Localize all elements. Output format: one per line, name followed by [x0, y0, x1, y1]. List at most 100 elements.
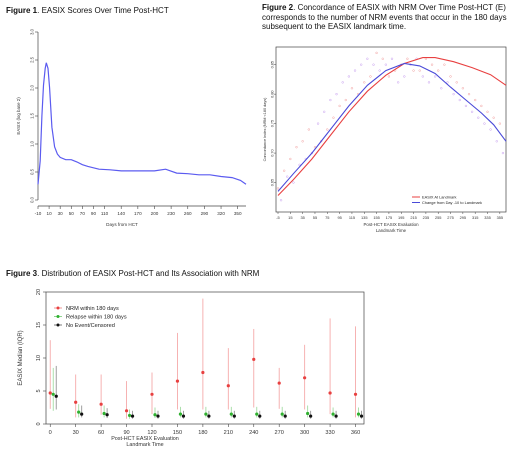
fig2-x-tick-label: 355	[497, 215, 504, 220]
fig3-x-tick-label: 210	[224, 430, 233, 436]
fig3-legend-label: Relapse within 180 days	[66, 315, 127, 321]
fig2-x-tick-label: 55	[313, 215, 317, 220]
fig2-scatter-point	[350, 87, 354, 90]
fig2-scatter-point	[332, 116, 335, 119]
fig2-x-axis-label2: Landmark Time	[376, 228, 407, 233]
fig2-scatter-point	[384, 63, 387, 66]
fig1-y-tick-label: 1.0	[30, 140, 35, 146]
fig1-x-tick-label: 110	[101, 211, 109, 216]
figure3-caption-label: Figure 3	[6, 269, 38, 278]
fig3-y-tick-label: 15	[36, 322, 42, 328]
figure3-caption-text: . Distribution of EASIX Post-HCT and Its…	[37, 269, 260, 278]
fig2-scatter-point	[489, 128, 492, 131]
fig2-x-tick-label: 275	[447, 215, 454, 220]
fig2-x-tick-label: 15	[288, 215, 292, 220]
fig2-scatter-point	[498, 122, 501, 125]
fig1-x-tick-label: 260	[184, 211, 192, 216]
fig2-scatter-point	[381, 57, 384, 60]
fig3-y-tick-label: 20	[36, 289, 42, 295]
fig1-x-axis-label: Days from HCT	[106, 222, 138, 227]
fig3-median-point	[175, 379, 180, 383]
fig1-x-tick-label: 140	[117, 211, 125, 216]
fig2-y-tick-label: 0.85	[270, 61, 274, 68]
fig2-x-tick-label: 75	[325, 215, 329, 220]
fig2-scatter-point	[279, 199, 283, 202]
figure1-caption: Figure 1. EASIX Scores Over Time Post-HC…	[6, 6, 256, 16]
figure3-chart: 0 5 10 15 20 0 30 60 90 120 150 180 210 240 270 300 330 3…	[18, 289, 365, 448]
fig3-legend-marker	[56, 315, 60, 318]
fig3-x-tick-label: 270	[275, 430, 284, 436]
fig2-scatter-point	[449, 75, 452, 78]
fig3-median-point	[204, 412, 208, 416]
fig3-median-point	[226, 384, 230, 388]
figure2-caption-text: . Concordance of EASIX with NRM Over Tim…	[262, 3, 507, 31]
fig2-scatter-point	[443, 63, 446, 66]
fig3-legend-label: NRM within 180 days	[66, 306, 119, 312]
fig2-scatter-point	[452, 92, 455, 96]
fig3-legend-marker	[56, 323, 60, 327]
fig2-x-tick-label: 95	[337, 215, 341, 220]
fig3-median-point	[359, 414, 364, 418]
fig3-median-point	[252, 357, 256, 361]
fig2-y-tick-label: 0.75	[270, 120, 274, 127]
fig2-plot-frame	[275, 46, 507, 213]
fig1-series-line	[37, 62, 247, 185]
fig2-series-line	[277, 62, 507, 192]
fig2-x-tick-label: 215	[410, 215, 417, 220]
fig3-median-point	[283, 414, 287, 418]
fig3-median-point	[124, 409, 129, 413]
fig3-median-point	[201, 370, 205, 375]
fig2-scatter-point	[483, 122, 486, 125]
fig2-x-tick-label: 255	[435, 215, 442, 220]
fig2-scatter-point	[283, 169, 286, 172]
fig3-median-point	[127, 413, 132, 418]
fig1-x-tick-label: 350	[234, 211, 242, 216]
fig2-scatter-point	[480, 104, 483, 108]
fig2-scatter-point	[430, 63, 434, 66]
fig3-median-point	[54, 394, 58, 398]
fig2-scatter-point	[492, 116, 495, 119]
fig2-scatter-point	[406, 57, 409, 60]
fig2-scatter-point	[412, 69, 415, 72]
fig1-y-tick-label: 3.0	[30, 28, 35, 34]
fig2-legend-label: EASIX At Landmark	[422, 194, 456, 199]
fig2-x-axis-label: Post-HCT EASIX Evaluation	[363, 222, 419, 227]
fig1-x-tick-label: 200	[151, 211, 159, 216]
fig3-median-point	[309, 414, 313, 418]
fig3-x-tick-label: 240	[249, 430, 258, 436]
fig2-scatter-point	[347, 75, 351, 78]
fig1-x-tick-label: 10	[47, 211, 53, 216]
fig2-x-tick-label: 315	[472, 215, 479, 220]
fig2-scatter-point	[486, 110, 489, 113]
fig2-scatter-point	[424, 57, 428, 60]
fig2-x-tick-label: 295	[460, 215, 467, 220]
fig2-scatter-point	[470, 110, 474, 113]
fig2-scatter-point	[338, 104, 341, 108]
fig3-x-tick-label: 30	[73, 430, 79, 436]
fig3-median-point	[51, 392, 55, 396]
fig3-x-tick-label: 180	[198, 430, 207, 436]
fig1-x-tick-label: 320	[217, 211, 225, 216]
figure1-chart: 0.0 0.5 1.0 1.5 2.0 2.5 3.0 -10 10 30 50 70 90 110 140…	[16, 28, 247, 227]
fig2-scatter-point	[292, 181, 295, 184]
fig3-x-tick-label: 360	[351, 430, 360, 436]
fig3-median-point	[229, 412, 233, 416]
fig3-x-tick-label: 120	[147, 430, 156, 436]
fig3-median-point	[331, 412, 335, 416]
fig2-scatter-point	[397, 81, 400, 84]
fig2-scatter-point	[372, 63, 375, 66]
fig2-scatter-point	[366, 57, 369, 60]
fig2-scatter-point	[421, 75, 424, 78]
figure2-caption: Figure 2. Concordance of EASIX with NRM …	[262, 3, 514, 32]
figure2-chart: 0.65 0.70 0.75 0.80 0.85 -5 15 35 55 75 95 115 135 15…	[263, 46, 507, 233]
fig2-x-tick-label: 135	[361, 215, 368, 220]
fig2-scatter-point	[446, 81, 449, 84]
fig3-median-point	[277, 381, 281, 385]
fig2-scatter-point	[467, 92, 471, 96]
fig2-scatter-point	[455, 81, 458, 84]
fig2-scatter-point	[286, 175, 289, 178]
fig3-median-point	[328, 391, 332, 395]
fig2-scatter-point	[433, 75, 437, 78]
fig3-median-point	[207, 414, 211, 418]
fig2-scatter-point	[375, 51, 378, 55]
